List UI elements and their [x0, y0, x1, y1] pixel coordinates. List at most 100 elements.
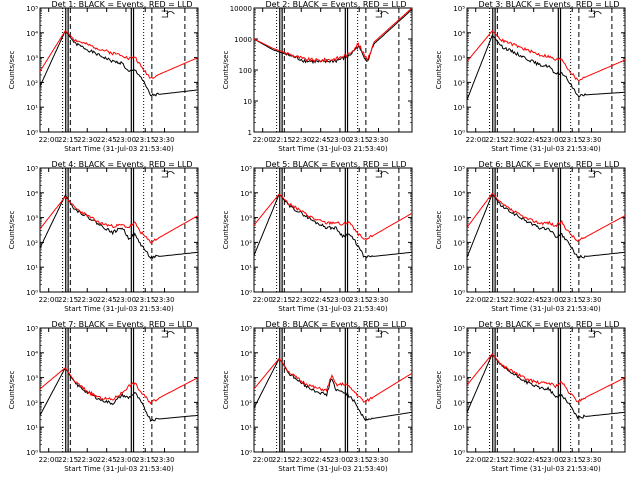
x-tick-label: 23:30	[581, 296, 601, 304]
saa-flag-icon	[375, 330, 389, 338]
y-tick-label: 10²	[26, 79, 38, 87]
x-tick-label: 22:45	[311, 456, 331, 464]
x-tick-label: 22:30	[291, 296, 311, 304]
x-tick-label: 23:30	[154, 136, 174, 144]
x-tick-label: 22:45	[524, 136, 544, 144]
y-tick-label: 10⁵	[240, 325, 252, 333]
x-tick-label: 22:00	[39, 296, 59, 304]
y-tick-label: 10⁵	[26, 325, 38, 333]
y-axis-label: Counts/sec	[222, 211, 230, 250]
detector-panel: Det 8: BLACK = Events, RED = LLD 10⁰ 10¹ 10…	[222, 320, 413, 473]
y-tick-label: 10²	[240, 399, 252, 407]
y-tick-label: 10⁰	[26, 449, 38, 457]
y-tick-label: 10³	[26, 215, 38, 223]
y-axis-label: Counts/sec	[8, 211, 16, 250]
series-line-lld	[253, 7, 413, 63]
series-line-events	[253, 357, 413, 422]
y-tick-label: 10⁴	[240, 190, 252, 198]
panel-title: Det 6: BLACK = Events, RED = LLD	[479, 160, 620, 169]
x-axis-label: Start Time (31-Jul-03 21:53:40)	[64, 465, 174, 473]
series-line-lld	[466, 192, 626, 243]
plot-frame	[39, 167, 199, 293]
x-tick-label: 23:30	[368, 136, 388, 144]
y-tick-label: 10¹	[453, 264, 465, 272]
y-tick-label: 10⁵	[453, 325, 465, 333]
panel-title: Det 9: BLACK = Events, RED = LLD	[479, 320, 620, 329]
panel-title: Det 3: BLACK = Events, RED = LLD	[479, 0, 620, 9]
panel-title: Det 2: BLACK = Events, RED = LLD	[266, 0, 407, 9]
y-tick-label: 10⁰	[453, 129, 465, 137]
x-tick-label: 22:45	[311, 296, 331, 304]
y-tick-label: 10³	[240, 375, 252, 383]
x-tick-label: 22:15	[58, 456, 78, 464]
detector-panel: Det 6: BLACK = Events, RED = LLD 10⁰ 10¹ 10…	[435, 160, 626, 313]
x-tick-label: 22:00	[466, 296, 486, 304]
x-tick-label: 22:45	[97, 456, 117, 464]
y-tick-label: 10³	[453, 215, 465, 223]
y-tick-label: 10²	[26, 399, 38, 407]
y-axis-label: Counts/sec	[435, 371, 443, 410]
x-tick-label: 22:00	[466, 136, 486, 144]
series-line-lld	[39, 366, 199, 405]
panel-title: Det 8: BLACK = Events, RED = LLD	[266, 320, 407, 329]
y-axis-label: Counts/sec	[222, 51, 230, 90]
x-tick-label: 22:30	[77, 136, 97, 144]
y-tick-label: 10⁵	[26, 165, 38, 173]
x-tick-label: 22:00	[253, 456, 273, 464]
detector-panel: Det 3: BLACK = Events, RED = LLD 10⁰ 10¹ 10…	[435, 0, 626, 153]
y-tick-label: 10⁵	[240, 165, 252, 173]
y-tick-label: 10⁰	[453, 289, 465, 297]
x-tick-label: 23:00	[543, 136, 563, 144]
x-tick-label: 22:45	[311, 136, 331, 144]
series-line-events	[253, 9, 413, 65]
x-tick-label: 22:15	[485, 456, 505, 464]
plot-frame	[466, 167, 626, 293]
y-tick-label: 10¹	[26, 264, 38, 272]
x-tick-label: 22:30	[291, 136, 311, 144]
x-tick-label: 22:30	[504, 456, 524, 464]
y-tick-label: 10⁵	[453, 165, 465, 173]
x-tick-label: 23:15	[349, 296, 369, 304]
x-tick-label: 23:00	[543, 456, 563, 464]
y-tick-label: 1	[248, 129, 252, 137]
x-tick-label: 22:15	[485, 296, 505, 304]
x-tick-label: 23:15	[135, 296, 155, 304]
y-tick-label: 10³	[26, 375, 38, 383]
x-tick-label: 22:15	[272, 136, 292, 144]
detector-panel: Det 9: BLACK = Events, RED = LLD 10⁰ 10¹ 10…	[435, 320, 626, 473]
x-tick-label: 22:00	[253, 296, 273, 304]
y-tick-label: 10²	[26, 239, 38, 247]
detector-panel: Det 5: BLACK = Events, RED = LLD 10⁰ 10¹ 10…	[222, 160, 413, 313]
x-tick-label: 23:30	[368, 456, 388, 464]
y-axis-label: Counts/sec	[222, 371, 230, 410]
x-tick-label: 22:15	[58, 296, 78, 304]
x-tick-label: 22:15	[485, 136, 505, 144]
plot-frame	[253, 7, 413, 133]
y-tick-label: 10⁴	[26, 30, 38, 38]
y-tick-label: 10	[243, 98, 252, 106]
x-tick-label: 22:30	[77, 296, 97, 304]
x-tick-label: 23:00	[116, 296, 136, 304]
x-tick-label: 23:15	[135, 136, 155, 144]
y-tick-label: 10⁵	[26, 5, 38, 13]
x-tick-label: 23:15	[562, 456, 582, 464]
x-tick-label: 23:00	[543, 296, 563, 304]
plot-frame	[466, 7, 626, 133]
x-tick-label: 23:30	[154, 296, 174, 304]
y-tick-label: 10²	[453, 399, 465, 407]
y-tick-label: 10⁰	[26, 129, 38, 137]
series-line-events	[466, 34, 625, 100]
saa-flag-icon	[588, 10, 602, 18]
x-tick-label: 22:30	[291, 456, 311, 464]
x-tick-label: 23:30	[581, 456, 601, 464]
y-tick-label: 10⁴	[453, 30, 465, 38]
series-line-lld	[466, 353, 626, 403]
y-tick-label: 10⁰	[240, 289, 252, 297]
y-tick-label: 10⁰	[26, 289, 38, 297]
y-tick-label: 10²	[453, 79, 465, 87]
saa-flag-icon	[588, 330, 602, 338]
x-tick-label: 22:00	[466, 456, 486, 464]
y-tick-label: 10⁴	[453, 190, 465, 198]
saa-flag-icon	[161, 170, 175, 178]
x-tick-label: 23:00	[116, 136, 136, 144]
